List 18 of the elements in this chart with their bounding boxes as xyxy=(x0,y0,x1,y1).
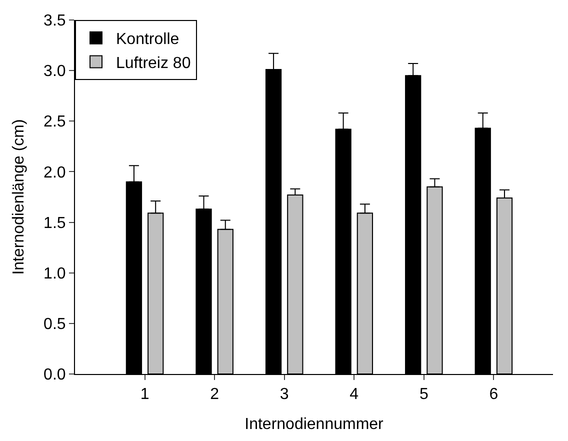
y-tick-label: 1.5 xyxy=(44,214,66,232)
x-tick-label: 6 xyxy=(489,386,498,404)
legend-label: Kontrolle xyxy=(116,31,180,48)
y-tick-label: 1.0 xyxy=(44,265,66,282)
x-tick-label: 2 xyxy=(210,386,220,404)
y-tick-label: 2.0 xyxy=(44,164,66,182)
legend-label: Luftreiz 80 xyxy=(116,54,191,72)
y-tick-label: 0.5 xyxy=(44,316,66,334)
y-axis-title: Internodienlänge (cm) xyxy=(10,119,28,275)
y-tick-label: 2.5 xyxy=(44,114,66,131)
x-tick-label: 1 xyxy=(140,386,150,404)
x-axis-title: Internodiennummer xyxy=(244,416,384,433)
y-tick-label: 0.0 xyxy=(44,366,66,384)
y-tick-label: 3.5 xyxy=(44,12,66,30)
x-tick-label: 5 xyxy=(419,386,428,404)
x-tick-label: 3 xyxy=(280,386,289,404)
x-tick-label: 4 xyxy=(350,386,359,404)
y-tick-label: 3.0 xyxy=(44,63,66,80)
